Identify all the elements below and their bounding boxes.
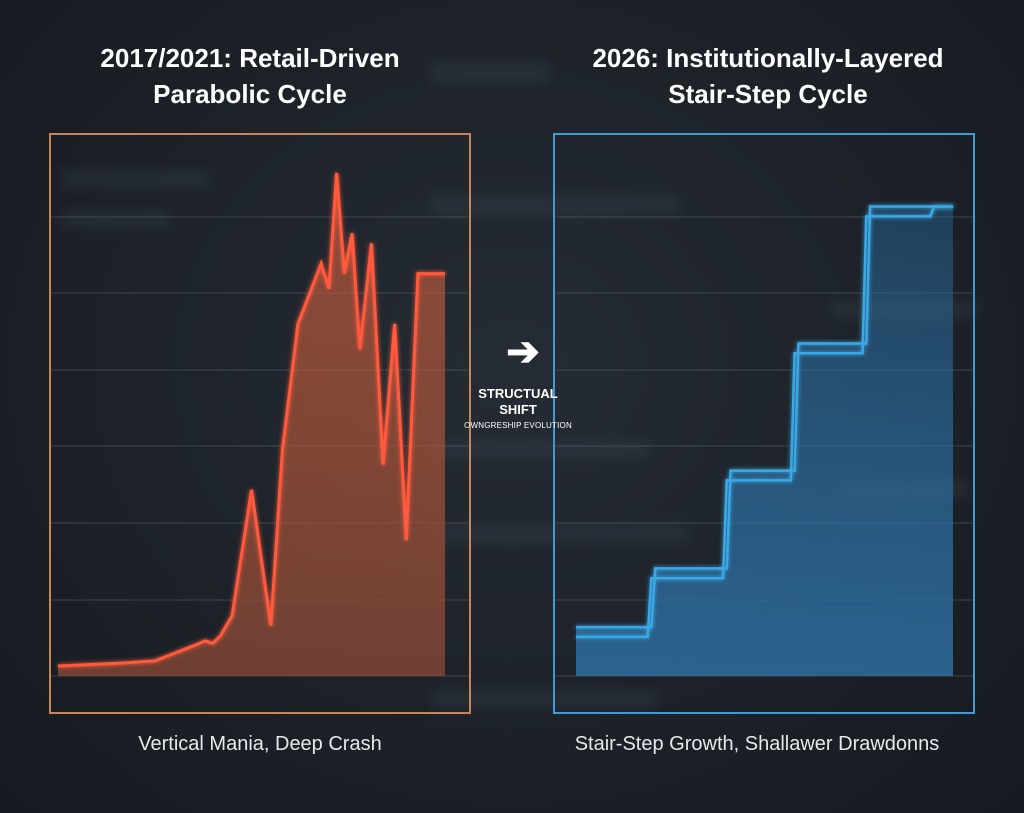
right-title-line2: Stair-Step Cycle: [668, 79, 868, 109]
shift-title-line1: STRUCTUAL: [478, 386, 558, 401]
left-chart: [51, 172, 469, 677]
background-blur: [430, 525, 690, 543]
series-line: [57, 172, 445, 668]
right-title-line1: 2026: Institutionally-Layered: [592, 43, 944, 73]
area-fill: [576, 206, 953, 676]
background-blur: [60, 170, 210, 188]
background-blur: [430, 60, 550, 84]
right-chart: [555, 205, 973, 677]
area-fill: [58, 173, 445, 676]
background-blur: [430, 690, 660, 708]
background-blur: [430, 440, 650, 458]
background-blur: [430, 195, 680, 215]
shift-title-line2: SHIFT: [499, 402, 537, 417]
right-chart-frame: [553, 133, 975, 714]
left-chart-title: 2017/2021: Retail-Driven Parabolic Cycle: [30, 40, 470, 112]
shift-title: STRUCTUAL SHIFT: [458, 386, 578, 418]
left-title-line2: Parabolic Cycle: [153, 79, 347, 109]
left-title-line1: 2017/2021: Retail-Driven: [100, 43, 400, 73]
shift-subtitle: OWNGRESHIP EVOLUTION: [464, 421, 572, 430]
left-chart-frame: [49, 133, 471, 714]
background-blur: [60, 210, 170, 228]
series-line: [576, 205, 953, 639]
right-chart-title: 2026: Institutionally-Layered Stair-Step…: [548, 40, 988, 112]
right-arrow-icon: ➔: [506, 330, 540, 374]
right-caption: Stair-Step Growth, Shallawer Drawdonns: [574, 733, 940, 755]
structural-shift-marker: ➔ STRUCTUAL SHIFT OWNGRESHIP EVOLUTION: [458, 330, 578, 440]
left-caption: Vertical Mania, Deep Crash: [138, 733, 382, 755]
